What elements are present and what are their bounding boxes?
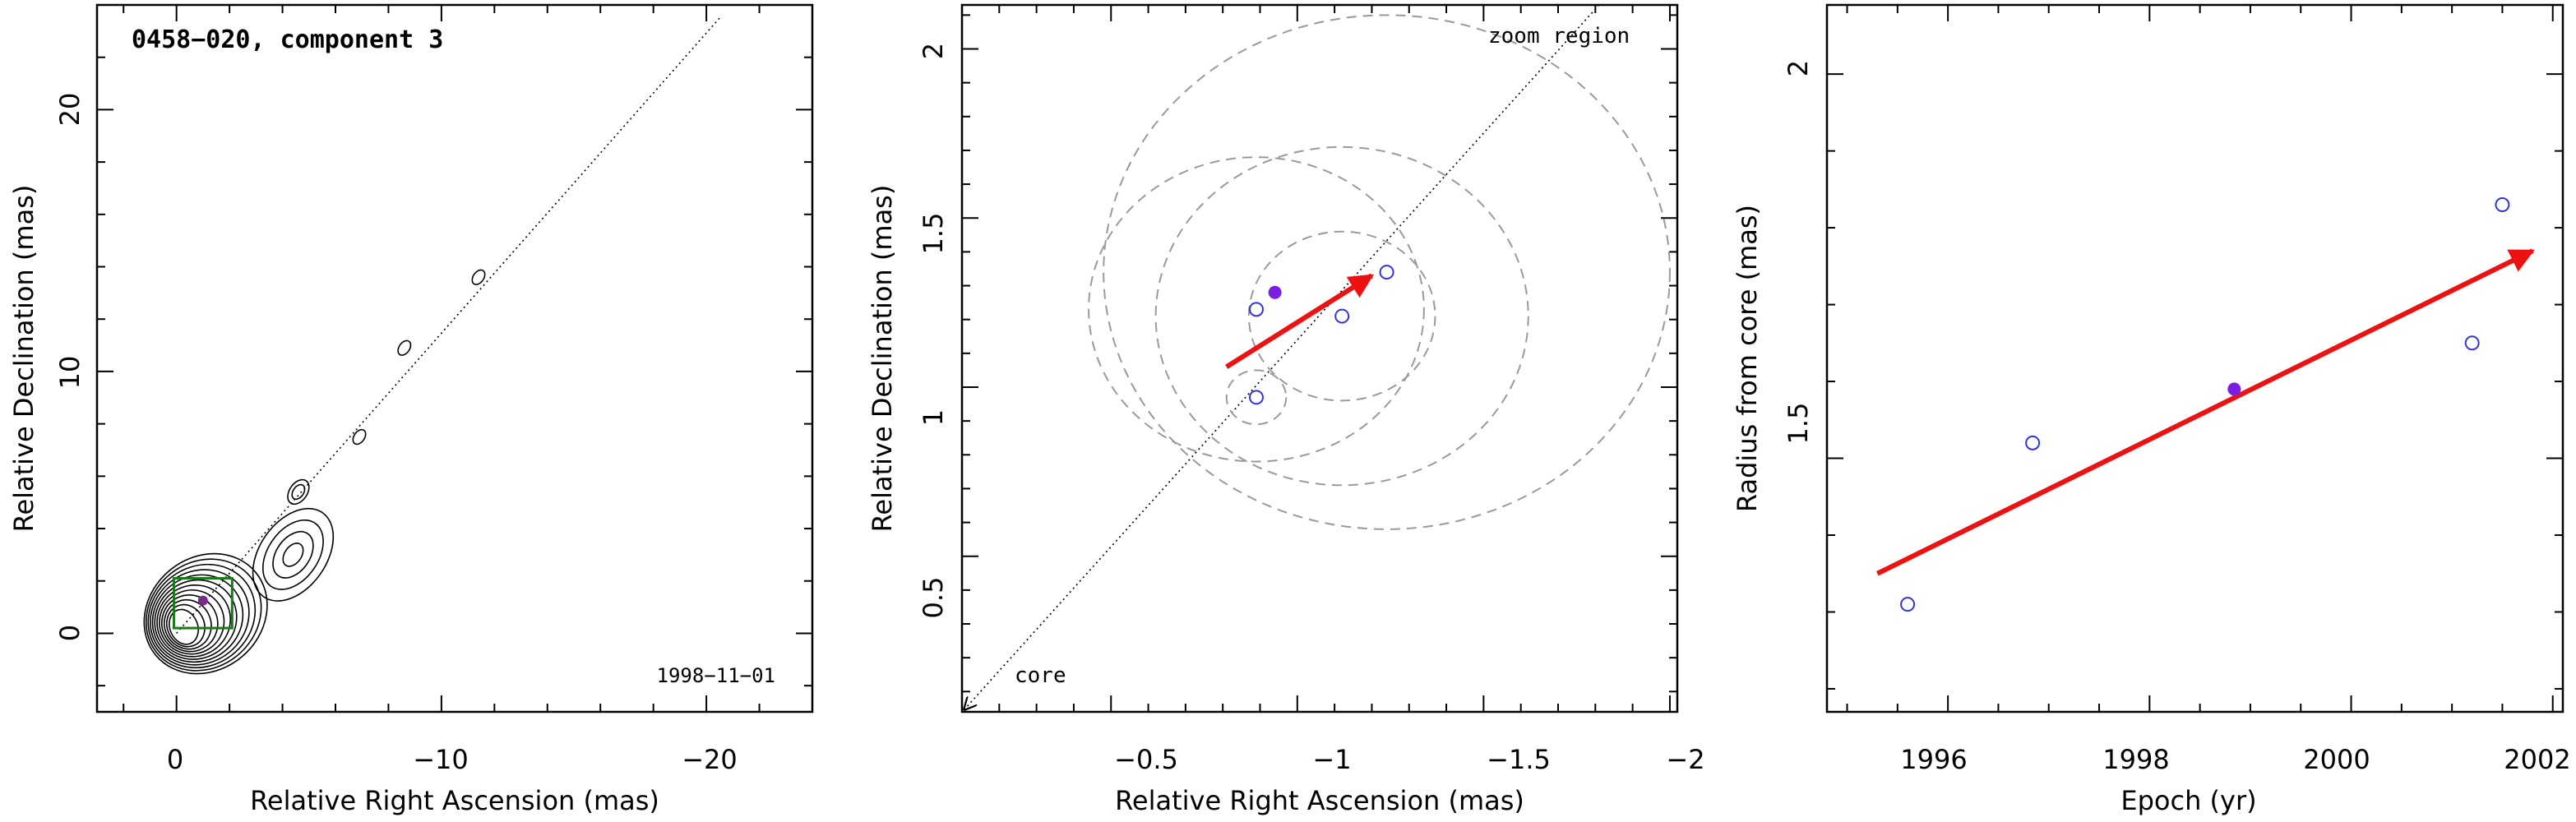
epoch-radius-point bbox=[2495, 197, 2510, 213]
component-size-circle bbox=[1247, 230, 1436, 402]
panel-2-y-tick-label: 0.5 bbox=[918, 577, 949, 619]
component-size-circle bbox=[1225, 369, 1288, 426]
panel-2-y-tick-label: 1 bbox=[918, 409, 949, 426]
core-contour bbox=[166, 603, 206, 648]
jet-knot-contour bbox=[252, 507, 335, 602]
epoch-radius-point bbox=[2025, 435, 2041, 450]
core-contour bbox=[145, 558, 262, 672]
panel-3-y-axis-label: Radius from core (mas) bbox=[1732, 205, 1763, 512]
epoch-position-point bbox=[1248, 302, 1264, 317]
panel-3-ticks bbox=[1827, 5, 2563, 712]
component-size-circle bbox=[1154, 145, 1529, 487]
panel-1-y-axis-label: Relative Declination (mas) bbox=[8, 185, 39, 533]
core-contour bbox=[169, 608, 199, 645]
panel-1-x-tick-label: −10 bbox=[413, 744, 469, 775]
panel-2-y-tick-label: 2 bbox=[918, 43, 949, 59]
current-epoch-point bbox=[1268, 285, 1282, 299]
panel-2-x-tick-label: −0.5 bbox=[1114, 744, 1178, 775]
panel-1-y-tick-label: 0 bbox=[54, 625, 86, 641]
core-contour bbox=[161, 594, 219, 653]
panel-2-zoom-region-label: zoom region bbox=[1488, 24, 1630, 48]
zoom-region-box bbox=[172, 577, 234, 630]
jet-axis-line bbox=[964, 5, 1600, 709]
jet-knot-contour bbox=[352, 428, 367, 446]
panel-3-x-tick-label: 2000 bbox=[2303, 744, 2370, 775]
panel-3-y-tick-label: 1.5 bbox=[1783, 403, 1814, 445]
current-epoch-radius-point bbox=[2227, 382, 2241, 396]
panel-1-x-axis-label: Relative Right Ascension (mas) bbox=[250, 785, 659, 816]
panel-1: 0458−020, component 3 1998−11−01 Relativ… bbox=[8, 3, 814, 816]
panel-2: zoom region core Relative Right Ascensio… bbox=[867, 3, 1705, 816]
epoch-radius-point bbox=[2464, 335, 2480, 351]
epoch-position-point bbox=[1334, 308, 1350, 324]
panel-2-y-axis-label: Relative Declination (mas) bbox=[867, 185, 898, 533]
panel-2-y-tick-label: 1.5 bbox=[918, 213, 949, 255]
core-contour bbox=[150, 569, 250, 666]
jet-knot-contour bbox=[287, 478, 310, 506]
core-contour bbox=[159, 589, 225, 655]
core-contour bbox=[143, 552, 268, 675]
panel-2-x-tick-label: −1 bbox=[1312, 744, 1351, 775]
panel-1-content bbox=[143, 17, 720, 675]
panel-3-x-tick-label: 1998 bbox=[2102, 744, 2169, 775]
epoch-position-point bbox=[1379, 265, 1394, 280]
panel-1-y-tick-label: 20 bbox=[54, 93, 86, 127]
panel-1-title: 0458−020, component 3 bbox=[132, 25, 443, 54]
panel-1-frame bbox=[95, 3, 814, 713]
panel-3: Epoch (yr) Radius from core (mas) 1996 1… bbox=[1732, 3, 2571, 816]
jet-knot-contour bbox=[272, 530, 314, 579]
component-size-circle bbox=[1103, 14, 1671, 530]
panel-3-x-tick-label: 1996 bbox=[1900, 744, 1967, 775]
panel-3-frame bbox=[1825, 3, 2564, 713]
panel-2-x-axis-label: Relative Right Ascension (mas) bbox=[1115, 785, 1524, 816]
jet-knot-contour bbox=[282, 543, 304, 567]
panel-1-x-tick-label: 0 bbox=[167, 744, 183, 775]
panel-2-x-tick-label: −1.5 bbox=[1487, 744, 1551, 775]
core-contour bbox=[163, 598, 212, 650]
panel-1-epoch-label: 1998−11−01 bbox=[657, 664, 776, 687]
component-size-circle bbox=[1088, 156, 1425, 463]
jet-knot-contour bbox=[471, 269, 486, 285]
panel-2-content bbox=[964, 5, 1671, 709]
jet-knot-contour bbox=[261, 519, 324, 590]
panel-2-x-tick-label: −2 bbox=[1666, 744, 1704, 775]
radial-motion-fit-arrow bbox=[1875, 248, 2535, 576]
panel-1-y-tick-label: 10 bbox=[54, 356, 86, 390]
component-marker bbox=[197, 595, 208, 606]
panel-2-core-label: core bbox=[1015, 663, 1066, 688]
panel-3-x-tick-label: 2002 bbox=[2504, 744, 2570, 775]
epoch-radius-point bbox=[1900, 597, 1916, 612]
panel-3-y-tick-label: 2 bbox=[1783, 60, 1814, 76]
panel-1-x-tick-label: −20 bbox=[682, 744, 738, 775]
core-contour bbox=[147, 563, 257, 669]
panel-2-ticks bbox=[961, 5, 1677, 712]
jet-knot-contour bbox=[397, 339, 412, 356]
jet-knot-contour bbox=[291, 483, 306, 501]
panel-3-content bbox=[1875, 197, 2535, 612]
epoch-position-point bbox=[1248, 390, 1264, 405]
panel-1-ticks bbox=[97, 4, 813, 712]
panel-3-x-axis-label: Epoch (yr) bbox=[2120, 785, 2256, 816]
motion-vector-arrow bbox=[1225, 273, 1374, 369]
jet-axis-line bbox=[176, 17, 720, 634]
panel-2-frame bbox=[960, 3, 1679, 713]
core-contour bbox=[156, 584, 232, 658]
